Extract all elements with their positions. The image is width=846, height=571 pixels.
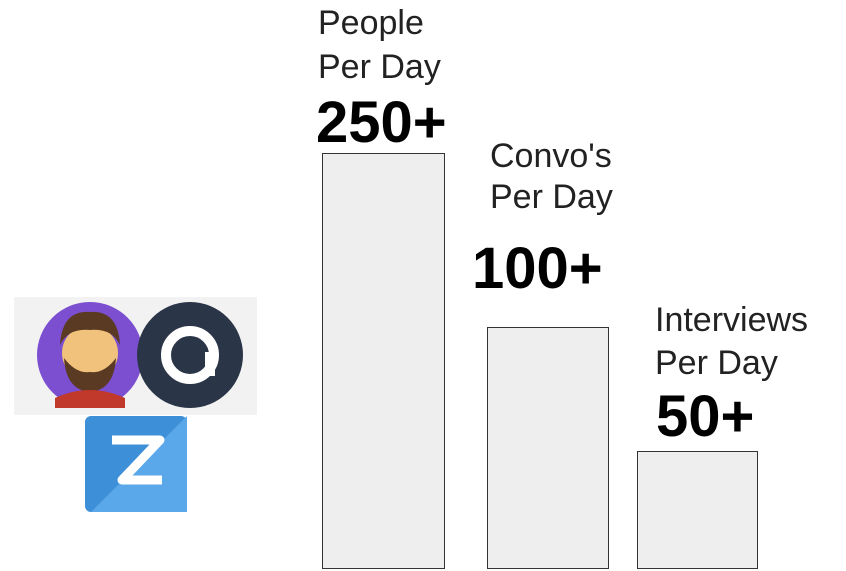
stat-label: People xyxy=(318,4,424,42)
bar xyxy=(487,327,609,569)
app-icons xyxy=(14,297,257,512)
stat-label: Per Day xyxy=(318,48,441,86)
stat-label: Per Day xyxy=(655,344,778,382)
avatar-shirt xyxy=(55,390,125,408)
avatar-beard xyxy=(64,358,116,392)
stat-label: Interviews xyxy=(655,301,809,339)
chat-icon xyxy=(137,302,243,408)
chat-tail xyxy=(205,352,215,376)
avatar-face xyxy=(62,325,118,381)
avatar-hair xyxy=(60,311,120,345)
stat-value: 250+ xyxy=(316,90,447,155)
zoho-z xyxy=(112,435,165,485)
bar xyxy=(637,451,758,569)
stat-value: 50+ xyxy=(656,384,755,449)
stat-label: Convo's xyxy=(490,137,612,175)
stat-value: 100+ xyxy=(472,236,603,301)
stat-label: Per Day xyxy=(490,178,613,216)
bar xyxy=(322,153,445,569)
